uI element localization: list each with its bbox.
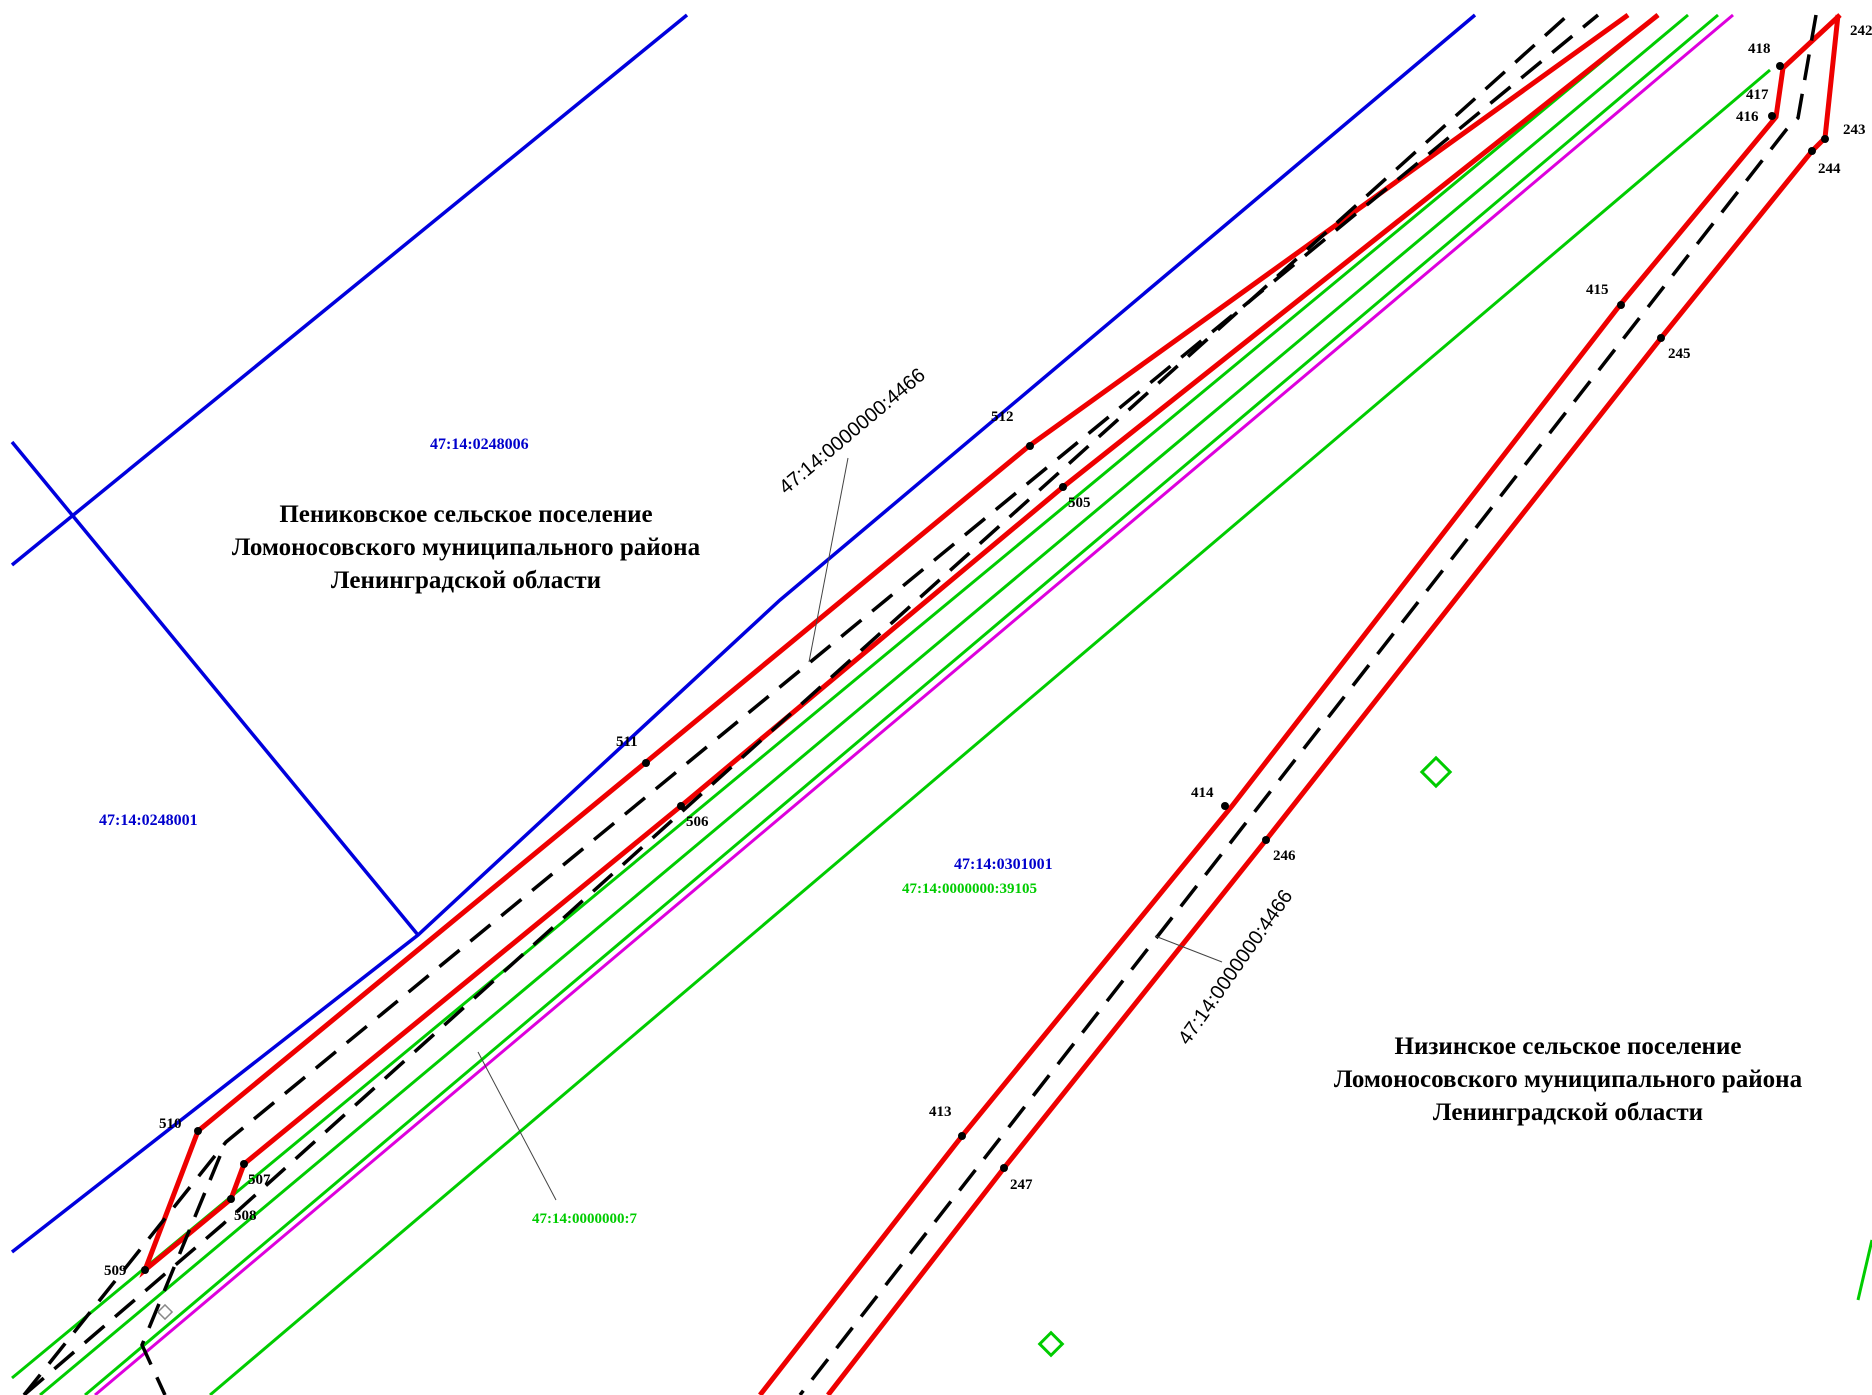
vertex-label: 509: [104, 1263, 127, 1279]
axis-line: [22, 13, 1570, 1395]
vertex-label: 244: [1818, 161, 1841, 177]
vertex-dot: [1617, 301, 1625, 309]
vertex-label: 507: [248, 1172, 271, 1188]
vertex-dot: [642, 759, 650, 767]
quarter-boundaries: [10, 13, 1477, 1254]
markers: [156, 755, 1453, 1358]
vertex-points: [141, 62, 1829, 1274]
zone-boundary-right-upper: [758, 13, 1842, 1395]
vertex-dot: [958, 1132, 966, 1140]
vertex-dot: [1808, 147, 1816, 155]
parcel-label-4466-bottom: 47:14:0000000:4466: [1174, 886, 1297, 1049]
region-line: Ломоносовского муниципального района: [232, 534, 701, 561]
vertex-label: 512: [991, 409, 1014, 425]
quarter-boundary-line: [10, 13, 689, 567]
zone-boundary-upper: [196, 12, 1630, 1133]
region-label-penikovskoe: Пениковское сельское поселение Ломоносов…: [232, 501, 701, 594]
vertex-dot: [677, 802, 685, 810]
parcel-boundary-line: [11, 13, 1659, 1380]
vertex-dot: [141, 1266, 149, 1274]
region-line: Ленинградской области: [331, 567, 601, 594]
vertex-label: 242: [1850, 23, 1872, 39]
axis-line: [140, 1155, 222, 1395]
parcel-boundary-line: [1856, 1239, 1872, 1301]
leader-lines: [477, 457, 1223, 1201]
vertex-label: 245: [1668, 346, 1691, 362]
vertex-label: 511: [616, 734, 638, 750]
vertex-dot: [194, 1127, 202, 1135]
region-line: Ленинградской области: [1433, 1099, 1703, 1126]
vertex-label: 246: [1273, 848, 1296, 864]
zone-boundaries-red: [139, 12, 1842, 1395]
vertex-dot: [1026, 442, 1034, 450]
parcel-boundary-line: [84, 13, 1719, 1395]
diamond-marker: [1037, 1330, 1065, 1358]
region-line: Пениковское сельское поселение: [279, 501, 652, 528]
vertex-label: 506: [686, 814, 709, 830]
vertex-dot: [1776, 62, 1784, 70]
parcel-label-0248001: 47:14:0248001: [99, 812, 198, 829]
axis-line: [798, 14, 1818, 1395]
vertex-label: 418: [1748, 41, 1771, 57]
parcel-label-4466-top: 47:14:0000000:4466: [775, 364, 930, 499]
zone-boundary-lower: [242, 13, 1660, 1166]
vertex-label: 417: [1746, 87, 1769, 103]
vertex-dot: [240, 1160, 248, 1168]
vertex-label: 508: [234, 1208, 257, 1224]
parcel-label-0248006: 47:14:0248006: [430, 436, 529, 453]
parcel-boundary-line: [209, 68, 1771, 1395]
vertex-dot: [1000, 1164, 1008, 1172]
diamond-marker: [156, 1303, 174, 1321]
vertex-label: 247: [1010, 1177, 1033, 1193]
region-line: Ломоносовского муниципального района: [1334, 1066, 1803, 1093]
vertex-dot: [227, 1195, 235, 1203]
leader-line: [477, 1051, 557, 1201]
parcel-label-39105: 47:14:0000000:39105: [902, 881, 1037, 897]
vertex-label: 415: [1586, 282, 1609, 298]
leader-line: [808, 457, 849, 663]
vertex-dot: [1221, 802, 1229, 810]
magenta-boundary-line: [94, 13, 1734, 1395]
diamond-marker: [1419, 755, 1453, 789]
axis-lines-dashed: [22, 13, 1818, 1395]
vertex-dot: [1262, 836, 1270, 844]
parcel-label-7: 47:14:0000000:7: [532, 1211, 637, 1227]
leader-line: [1154, 935, 1223, 963]
axis-line: [22, 13, 1600, 1395]
vertex-label: 414: [1191, 785, 1214, 801]
parcel-boundary-line: [39, 13, 1689, 1395]
region-line: Низинское сельское поселение: [1395, 1033, 1742, 1060]
parcel-label-0301001: 47:14:0301001: [954, 856, 1053, 873]
vertex-label: 243: [1843, 122, 1866, 138]
quarter-boundary-line: [10, 13, 1477, 1254]
vertex-label: 505: [1068, 495, 1091, 511]
quarter-boundary-line: [10, 440, 420, 937]
vertex-labels: 512 505 511 506 510 507 508 509 415 245 …: [104, 23, 1872, 1279]
vertex-dot: [1768, 112, 1776, 120]
vertex-dot: [1059, 483, 1067, 491]
region-label-nizinskoe: Низинское сельское поселение Ломоносовск…: [1334, 1033, 1803, 1126]
vertex-label: 416: [1736, 109, 1759, 125]
vertex-dot: [1657, 334, 1665, 342]
parcel-boundaries-green: [11, 13, 1872, 1395]
vertex-label: 510: [159, 1116, 182, 1132]
vertex-dot: [1821, 135, 1829, 143]
vertex-label: 413: [929, 1104, 952, 1120]
